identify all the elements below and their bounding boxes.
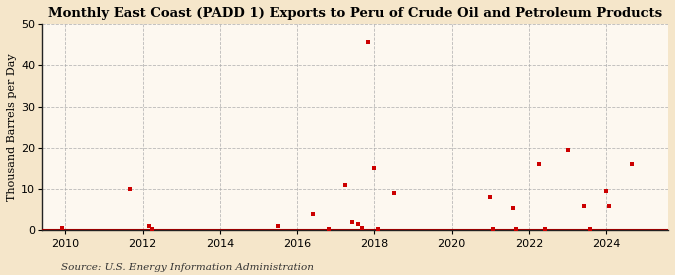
Point	[340, 183, 351, 187]
Text: Source: U.S. Energy Information Administration: Source: U.S. Energy Information Administ…	[61, 263, 314, 271]
Point	[578, 204, 589, 208]
Point	[508, 205, 518, 210]
Point	[604, 204, 615, 208]
Point	[540, 227, 551, 232]
Point	[511, 227, 522, 232]
Y-axis label: Thousand Barrels per Day: Thousand Barrels per Day	[7, 53, 17, 201]
Point	[485, 195, 495, 200]
Point	[585, 227, 595, 232]
Point	[488, 227, 499, 232]
Point	[347, 220, 358, 224]
Point	[57, 226, 68, 231]
Point	[601, 189, 612, 193]
Point	[372, 227, 383, 232]
Point	[324, 227, 335, 232]
Point	[144, 224, 155, 229]
Point	[626, 162, 637, 167]
Point	[308, 212, 319, 216]
Point	[388, 191, 399, 196]
Title: Monthly East Coast (PADD 1) Exports to Peru of Crude Oil and Petroleum Products: Monthly East Coast (PADD 1) Exports to P…	[48, 7, 662, 20]
Point	[124, 187, 135, 191]
Point	[147, 227, 158, 232]
Point	[562, 148, 573, 152]
Point	[356, 226, 367, 231]
Point	[533, 162, 544, 167]
Point	[369, 166, 380, 171]
Point	[273, 224, 284, 229]
Point	[353, 222, 364, 227]
Point	[362, 40, 373, 45]
